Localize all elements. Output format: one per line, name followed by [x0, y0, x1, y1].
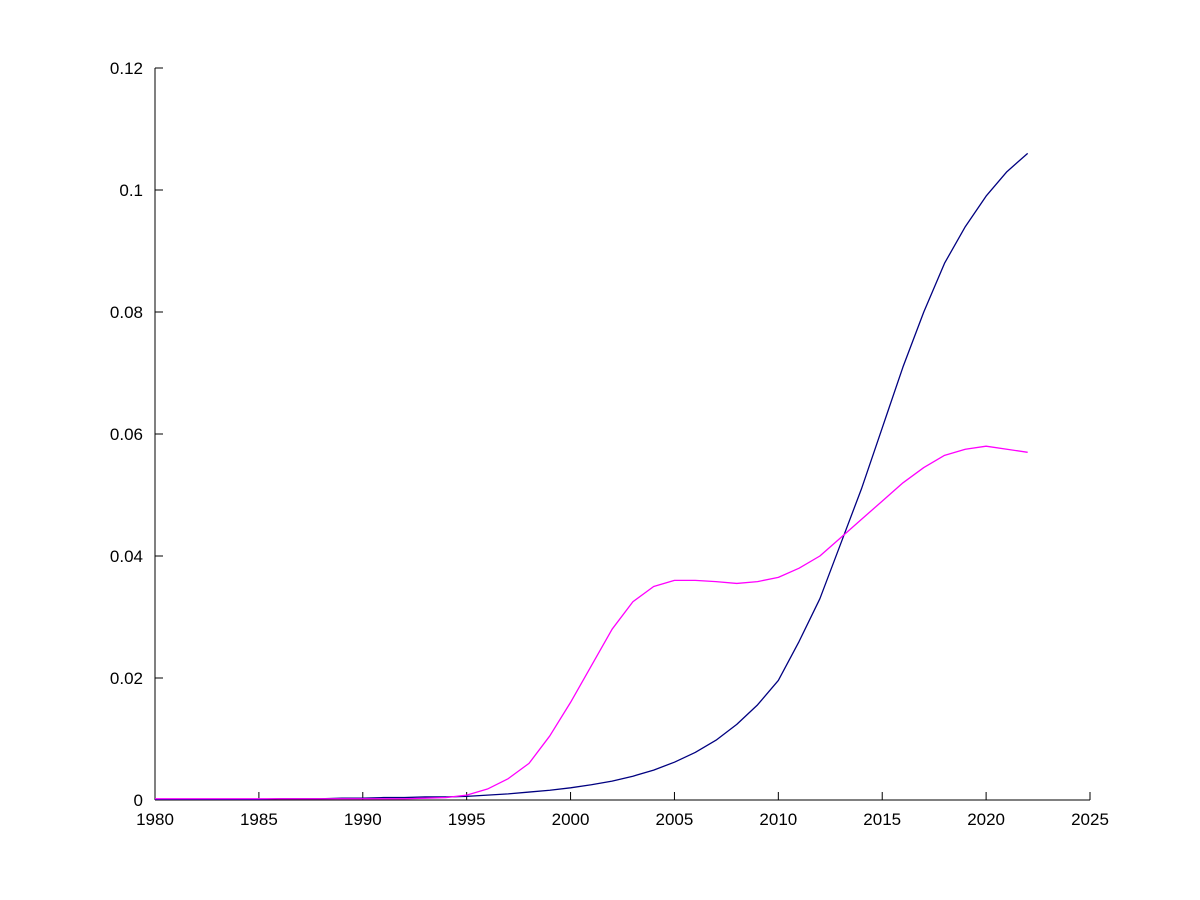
x-tick-label: 1980 — [136, 810, 174, 829]
x-tick-label: 2025 — [1071, 810, 1109, 829]
y-tick-label: 0.1 — [119, 181, 143, 200]
x-tick-label: 1985 — [240, 810, 278, 829]
x-tick-label: 2010 — [759, 810, 797, 829]
x-tick-label: 2005 — [656, 810, 694, 829]
x-tick-label: 1990 — [344, 810, 382, 829]
magenta-series — [155, 445, 1028, 800]
y-tick-label: 0.12 — [110, 59, 143, 78]
y-tick-label: 0 — [134, 791, 143, 810]
x-tick-label: 1995 — [448, 810, 486, 829]
y-tick-label: 0.04 — [110, 547, 143, 566]
blue-series — [155, 152, 1029, 801]
x-tick-label: 2020 — [967, 810, 1005, 829]
y-tick-label: 0.02 — [110, 669, 143, 688]
y-tick-label: 0.06 — [110, 425, 143, 444]
y-tick-label: 0.08 — [110, 303, 143, 322]
x-tick-label: 2000 — [552, 810, 590, 829]
x-tick-label: 2015 — [863, 810, 901, 829]
